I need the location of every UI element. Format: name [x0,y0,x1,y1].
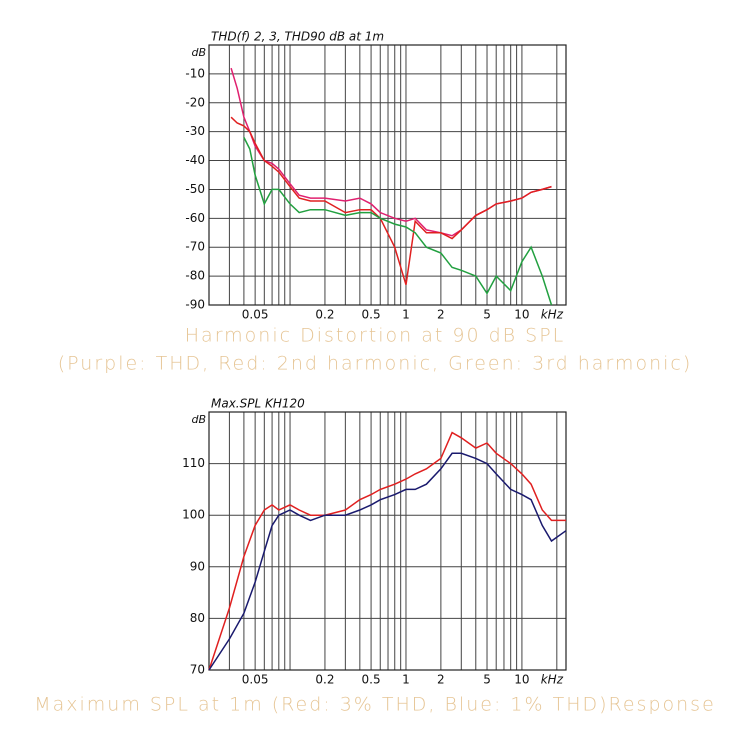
y-tick-label: 80 [190,611,205,625]
x-tick-label: 5 [483,673,491,687]
series-line [208,452,567,671]
x-tick-label: 10 [514,308,529,322]
y-tick-label: -70 [185,240,205,254]
x-tick-label: 10 [514,673,529,687]
y-tick-label: 90 [190,559,205,573]
x-tick-label: 0.2 [315,308,334,322]
x-tick-label: 5 [483,308,491,322]
caption: Harmonic Distortion at 90 dB SPL [185,325,565,347]
series-line [208,431,566,671]
chart-title: THD(f) 2, 3, THD90 dB at 1m [211,30,384,44]
y-unit: dB [191,46,206,59]
y-tick-label: -80 [185,269,205,283]
y-tick-label: -10 [185,66,205,80]
y-tick-label: -40 [185,153,205,167]
x-unit: kHz [541,308,564,322]
y-tick-label: -50 [185,182,205,196]
y-unit: dB [191,413,206,426]
x-tick-label: 0.05 [242,673,269,687]
x-tick-label: 0.2 [315,673,334,687]
caption: (Purple: THD, Red: 2nd harmonic, Green: … [58,353,693,375]
y-tick-label: -60 [185,211,205,225]
series-line [243,137,553,306]
y-tick-label: 100 [182,508,205,522]
y-tick-label: 70 [190,663,205,677]
x-tick-label: 1 [402,308,410,322]
x-tick-label: 0.5 [362,673,381,687]
y-tick-label: -90 [185,298,205,312]
y-tick-label: 110 [182,456,205,470]
plot-frame [208,44,567,306]
x-tick-label: 2 [437,308,445,322]
caption: Maximum SPL at 1m (Red: 3% THD, Blue: 1%… [34,694,716,716]
x-tick-label: 1 [402,673,410,687]
x-tick-label: 0.05 [242,308,269,322]
y-tick-label: -20 [185,95,205,109]
x-tick-label: 2 [437,673,445,687]
y-tick-label: -30 [185,124,205,138]
plot-frame [208,411,567,671]
x-tick-label: 0.5 [362,308,381,322]
chart-title: Max.SPL KH120 [211,397,305,411]
x-unit: kHz [541,673,564,687]
